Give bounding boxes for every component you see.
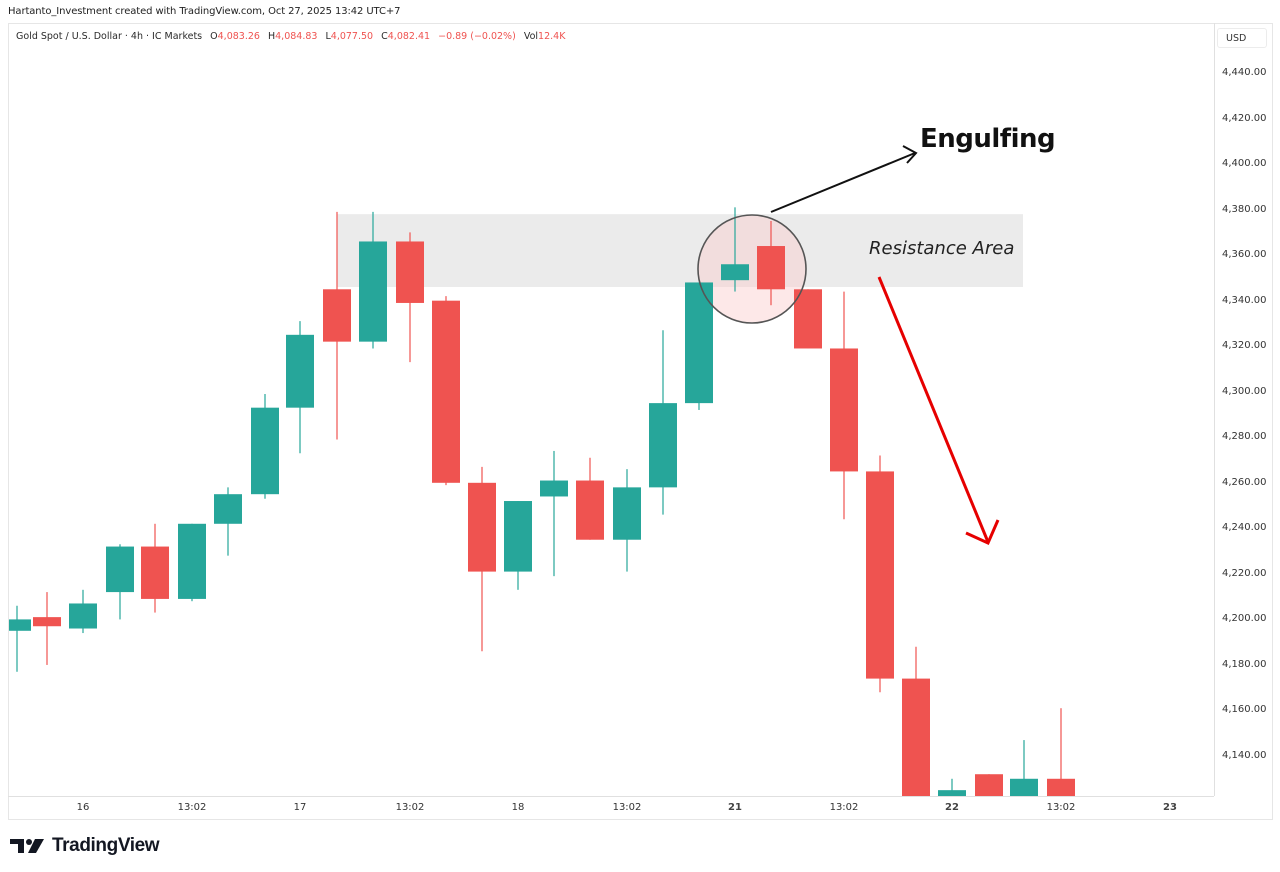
engulfing-arrow-line	[770, 152, 916, 213]
currency-button[interactable]: USD	[1217, 28, 1267, 48]
price-tick-label: 4,220.00	[1222, 567, 1267, 579]
candle-bullish[interactable]	[359, 241, 387, 342]
time-tick-label: 23	[1163, 802, 1177, 813]
price-tick-label: 4,300.00	[1222, 385, 1267, 397]
candle-bearish[interactable]	[432, 300, 460, 483]
candle-bearish[interactable]	[902, 678, 930, 796]
candle-bearish[interactable]	[1047, 778, 1075, 796]
time-tick-label: 21	[728, 802, 742, 813]
engulfing-circle	[697, 214, 807, 324]
volume-label: Vol	[523, 31, 539, 42]
candle-bullish[interactable]	[286, 334, 314, 408]
time-tick-label: 22	[945, 802, 959, 813]
candle-bullish[interactable]	[8, 619, 31, 631]
low-value: 4,077.50	[330, 31, 374, 42]
price-tick-label: 4,240.00	[1222, 522, 1267, 534]
close-value: 4,082.41	[387, 31, 431, 42]
candle-bullish[interactable]	[938, 790, 966, 796]
resistance-zone	[337, 214, 1023, 288]
candle-bullish[interactable]	[214, 494, 242, 524]
tradingview-logo[interactable]: TradingView	[10, 835, 160, 857]
candle-bearish[interactable]	[794, 289, 822, 349]
tradingview-logo-icon	[10, 839, 44, 853]
price-tick-label: 4,340.00	[1222, 294, 1267, 306]
resistance-area-label: Resistance Area	[869, 238, 1015, 259]
open-value: 4,083.26	[217, 31, 260, 42]
candlestick-plot[interactable]	[8, 23, 1214, 796]
price-tick-label: 4,160.00	[1222, 704, 1267, 716]
down-arrow-head-icon	[965, 519, 1000, 545]
time-tick-label: 13:02	[1046, 802, 1076, 813]
chart-credit: Hartanto_Investment created with Trading…	[8, 6, 401, 17]
volume-value: 12.4K	[538, 31, 566, 42]
candle-bearish[interactable]	[33, 617, 61, 627]
engulfing-label: Engulfing	[920, 124, 1056, 154]
change-value: −0.89 (−0.02%)	[438, 31, 516, 42]
price-tick-label: 4,180.00	[1222, 658, 1267, 670]
price-tick-label: 4,320.00	[1222, 340, 1267, 352]
low-label: L	[325, 31, 331, 42]
candle-bearish[interactable]	[396, 241, 424, 303]
candle-bearish[interactable]	[830, 348, 858, 472]
symbol-title: Gold Spot / U.S. Dollar · 4h · IC Market…	[16, 31, 203, 42]
chart-frame	[8, 23, 1273, 820]
candle-bullish[interactable]	[106, 546, 134, 593]
price-tick-label: 4,280.00	[1222, 431, 1267, 443]
price-axis[interactable]	[1214, 23, 1274, 796]
high-label: H	[267, 31, 276, 42]
time-tick-label: 17	[293, 802, 307, 813]
candle-bearish[interactable]	[576, 480, 604, 540]
price-tick-label: 4,260.00	[1222, 476, 1267, 488]
high-value: 4,084.83	[275, 31, 318, 42]
candle-bearish[interactable]	[323, 289, 351, 342]
candle-bearish[interactable]	[757, 246, 785, 290]
time-tick-label: 13:02	[612, 802, 642, 813]
price-tick-label: 4,400.00	[1222, 158, 1267, 170]
tradingview-logo-text: TradingView	[52, 835, 160, 856]
price-tick-label: 4,360.00	[1222, 249, 1267, 261]
close-label: C	[381, 31, 388, 42]
open-label: O	[210, 31, 218, 42]
price-tick-label: 4,140.00	[1222, 750, 1267, 761]
candle-bullish[interactable]	[613, 487, 641, 540]
time-tick-label: 13:02	[829, 802, 859, 813]
candle-bullish[interactable]	[540, 480, 568, 497]
time-tick-label: 16	[76, 802, 90, 813]
price-tick-label: 4,200.00	[1222, 613, 1267, 625]
candle-bearish[interactable]	[141, 546, 169, 599]
candle-bullish[interactable]	[1010, 778, 1038, 796]
time-tick-label: 13:02	[395, 802, 425, 813]
candle-bullish[interactable]	[685, 282, 713, 404]
candle-bearish[interactable]	[975, 774, 1003, 796]
price-tick-label: 4,380.00	[1222, 203, 1267, 215]
candle-bullish[interactable]	[504, 501, 532, 572]
time-tick-label: 18	[511, 802, 525, 813]
candle-bullish[interactable]	[69, 603, 97, 629]
time-axis[interactable]	[8, 796, 1214, 821]
engulfing-highlight-fill	[698, 215, 806, 323]
candle-bearish[interactable]	[866, 471, 894, 679]
engulfing-arrow-head-icon	[902, 145, 918, 164]
candle-bearish[interactable]	[468, 482, 496, 572]
candle-bullish[interactable]	[649, 403, 677, 488]
price-tick-label: 4,420.00	[1222, 112, 1267, 124]
candle-bullish[interactable]	[178, 523, 206, 599]
candle-bullish[interactable]	[721, 264, 749, 281]
symbol-legend: Gold Spot / U.S. Dollar · 4h · IC Market…	[16, 31, 565, 42]
down-arrow-line	[877, 276, 990, 543]
time-tick-label: 13:02	[177, 802, 207, 813]
price-tick-label: 4,440.00	[1222, 67, 1267, 78]
candle-bullish[interactable]	[251, 407, 279, 495]
